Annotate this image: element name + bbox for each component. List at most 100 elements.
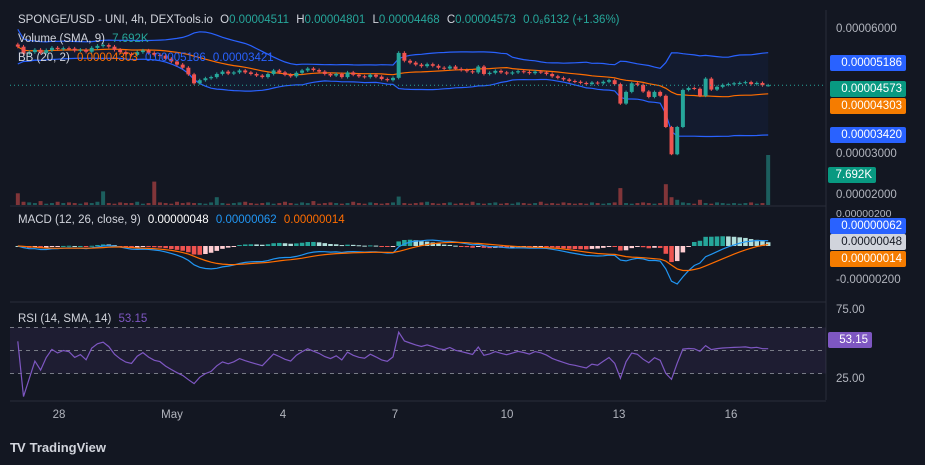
volume-bar xyxy=(226,203,231,205)
time-axis-label: 13 xyxy=(612,409,626,421)
candle-body xyxy=(550,73,555,77)
volume-bar xyxy=(521,203,526,205)
candle-body xyxy=(254,73,259,76)
candle-body xyxy=(749,82,754,85)
macd-histogram-bar xyxy=(237,245,242,247)
candle-body xyxy=(476,66,481,73)
volume-legend-value: 7.692K xyxy=(112,33,149,45)
tradingview-brand[interactable]: TV TradingView xyxy=(10,440,106,455)
macd-legend-macd: 0.00000048 xyxy=(147,214,209,226)
volume-bar xyxy=(254,203,259,205)
volume-bar xyxy=(629,203,634,205)
candle-body xyxy=(146,50,151,53)
candle-body xyxy=(368,74,373,78)
time-axis-label: 10 xyxy=(500,409,514,421)
volume-legend[interactable]: Volume (SMA, 9) 7.692K xyxy=(18,33,153,45)
candle-body xyxy=(481,66,486,74)
symbol-title: SPONGE/USD - UNI, 4h, DEXTools.io xyxy=(18,14,213,26)
volume-bar xyxy=(78,203,83,205)
candle-body xyxy=(641,84,646,92)
macd-histogram-bar xyxy=(413,240,419,246)
macd-histogram-bar xyxy=(328,244,333,246)
candle-body xyxy=(663,95,668,127)
low-label: L xyxy=(372,14,379,26)
symbol-legend[interactable]: SPONGE/USD - UNI, 4h, DEXTools.io O0.000… xyxy=(18,14,624,26)
candle-body xyxy=(322,71,327,74)
candle-body xyxy=(197,80,202,84)
volume-bar xyxy=(567,203,572,205)
macd-histogram-bar xyxy=(731,236,737,246)
candle-body xyxy=(362,76,367,78)
macd-histogram-bar xyxy=(504,246,509,248)
rsi-axis-label: 75.00 xyxy=(836,304,865,316)
macd-histogram-bar xyxy=(151,246,157,248)
macd-histogram-bar xyxy=(333,244,339,246)
volume-bar xyxy=(265,202,270,205)
candle-body xyxy=(27,52,32,54)
volume-bar xyxy=(459,203,464,205)
volume-bar xyxy=(89,203,94,205)
volume-bar xyxy=(32,203,37,205)
volume-bar xyxy=(612,202,617,205)
volume-bar xyxy=(192,203,197,205)
volume-bar xyxy=(663,184,668,205)
macd-histogram-bar xyxy=(424,241,430,246)
macd-histogram-bar xyxy=(407,239,413,246)
macd-histogram-bar xyxy=(322,243,328,246)
candle-body xyxy=(101,45,106,47)
open-value: 0.00004511 xyxy=(229,14,289,26)
bb-lower-value: 0.00003421 xyxy=(212,52,274,64)
macd-histogram-bar xyxy=(714,236,720,246)
volume-bar xyxy=(317,203,322,205)
volume-bar xyxy=(703,203,708,205)
bb-upper-value: 0.00005186 xyxy=(144,52,206,64)
candle-body xyxy=(595,82,600,84)
candle-body xyxy=(413,62,418,65)
macd-axis-label: -0.00000200 xyxy=(836,274,901,286)
candle-body xyxy=(192,74,197,84)
macd-histogram-bar xyxy=(612,246,617,247)
rsi-legend[interactable]: RSI (14, SMA, 14) 53.15 xyxy=(18,313,151,325)
candle-body xyxy=(396,52,401,78)
last-price-tag: 0.00004573 xyxy=(830,81,906,97)
bb-legend[interactable]: BB (20, 2) 0.00004303 0.00005186 0.00003… xyxy=(18,52,278,64)
macd-histogram-bar xyxy=(157,246,163,248)
volume-bar xyxy=(504,203,509,205)
volume-bar xyxy=(686,203,691,205)
macd-histogram-bar xyxy=(180,246,185,251)
candle-body xyxy=(209,77,214,79)
candle-body xyxy=(601,81,606,84)
macd-histogram-bar xyxy=(583,246,589,250)
macd-legend[interactable]: MACD (12, 26, close, 9) 0.00000048 0.000… xyxy=(18,214,349,226)
volume-bar xyxy=(754,203,759,205)
change-value: 0.0₆6132 (+1.36%) xyxy=(523,14,620,26)
candle-body xyxy=(67,48,71,50)
macd-histogram-bar xyxy=(419,241,424,246)
candle-body xyxy=(21,46,26,54)
volume-bar xyxy=(209,202,214,205)
macd-histogram-bar xyxy=(299,242,305,246)
macd-histogram-bar xyxy=(339,245,345,247)
volume-bar xyxy=(447,202,452,205)
candle-body xyxy=(760,82,765,86)
volume-bar xyxy=(726,203,731,205)
volume-bar xyxy=(430,203,435,205)
candle-body xyxy=(589,82,594,85)
high-value: 0.00004801 xyxy=(304,14,366,26)
macd-histogram-bar xyxy=(606,246,612,247)
price-axis-label: 0.00006000 xyxy=(836,23,897,35)
volume-bar xyxy=(260,203,265,205)
volume-bar xyxy=(351,201,356,205)
volume-bar xyxy=(243,201,248,205)
macd-histogram-bar xyxy=(652,246,657,248)
macd-histogram-bar xyxy=(140,246,146,247)
volume-bar xyxy=(197,203,202,205)
close-value: 0.00004573 xyxy=(455,14,516,26)
candle-body xyxy=(152,52,157,55)
candle-body xyxy=(669,127,674,155)
macd-histogram-bar xyxy=(345,244,350,246)
volume-bar xyxy=(271,203,276,205)
volume-bar xyxy=(373,203,378,205)
candle-body xyxy=(419,64,424,67)
